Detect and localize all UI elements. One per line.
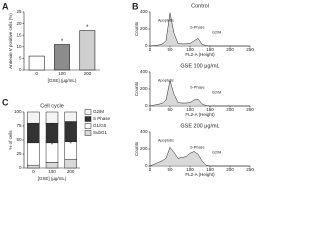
x-tick-label: 100 <box>48 169 56 174</box>
region-label: S-Phase <box>190 25 205 29</box>
x-tick-label: 50 <box>167 167 173 172</box>
y-tick-label: 10 <box>16 44 22 49</box>
x-axis-label: FL2-A (Height) <box>185 52 215 57</box>
x-tick-label: 200 <box>67 169 75 174</box>
y-tick-label: 200 <box>140 146 148 151</box>
chart-title: Control <box>191 3 209 9</box>
y-tick-label: 400 <box>140 129 148 134</box>
x-tick-label: 100 <box>58 71 66 76</box>
x-tick-label: 150 <box>206 167 214 172</box>
y-tick-label: 75 <box>16 123 22 128</box>
bar-segment <box>27 164 40 169</box>
bar-segment <box>64 111 77 122</box>
x-tick-label: 200 <box>84 71 92 76</box>
bar <box>28 55 45 71</box>
x-axis-label: FL2-A (Height) <box>185 112 215 117</box>
region-label: Apoptotic <box>158 19 174 23</box>
x-tick-label: 250 <box>246 107 254 112</box>
x-tick-label: 200 <box>226 107 234 112</box>
x-axis-label: [GSE] (μg/mL) <box>48 78 77 83</box>
region-label: Apoptotic <box>158 79 174 83</box>
y-tick-label: 200 <box>140 86 148 91</box>
y-tick-label: 400 <box>140 9 148 14</box>
histogram-line <box>149 12 250 47</box>
bar-segment <box>27 122 40 144</box>
bar-segment <box>27 142 40 166</box>
y-axis-label: Counts <box>134 81 139 96</box>
panel-letter: B <box>132 1 139 11</box>
bar <box>79 30 96 71</box>
x-tick-label: 0 <box>149 107 152 112</box>
y-axis-label: Counts <box>134 21 139 36</box>
x-tick-label: 100 <box>186 167 194 172</box>
x-tick-label: 0 <box>149 47 152 52</box>
chart-title: GSE 200 μg/mL <box>180 123 219 129</box>
y-tick-label: 400 <box>140 69 148 74</box>
legend-label: S Phase <box>93 116 111 121</box>
legend-label: SubG1 <box>93 130 108 135</box>
region-label: G2/M <box>212 90 221 94</box>
y-tick-label: 0 <box>145 103 148 108</box>
histogram-line <box>149 80 250 107</box>
y-tick-label: 100 <box>14 109 22 114</box>
chart-title: Cell cycle <box>40 103 64 109</box>
x-tick-label: 100 <box>186 47 194 52</box>
y-axis-label: Annexin V positive cells (%) <box>8 13 13 69</box>
y-tick-label: 25 <box>16 9 22 14</box>
bar-segment <box>27 111 40 124</box>
region-label: S-Phase <box>190 85 205 89</box>
legend-swatch <box>84 123 92 129</box>
region-label: S-Phase <box>190 145 205 149</box>
y-tick-label: 50 <box>16 137 22 142</box>
x-tick-label: 50 <box>167 107 173 112</box>
x-tick-label: 0 <box>35 71 38 76</box>
panel-letter: A <box>2 1 9 11</box>
x-tick-label: 150 <box>206 107 214 112</box>
y-tick-label: 25 <box>16 151 22 156</box>
annotation: * <box>51 123 53 129</box>
annotation: * <box>86 25 89 31</box>
x-tick-label: 200 <box>226 167 234 172</box>
x-tick-label: 0 <box>149 167 152 172</box>
y-tick-label: 0 <box>145 43 148 48</box>
y-tick-label: 15 <box>16 32 22 37</box>
y-axis-label: % of cells <box>8 130 13 150</box>
y-tick-label: 5 <box>19 56 22 61</box>
chart-title: GSE 100 μg/mL <box>180 63 219 69</box>
annotation: * <box>51 143 53 149</box>
x-tick-label: 150 <box>206 47 214 52</box>
y-tick-label: 200 <box>140 26 148 31</box>
x-tick-label: 50 <box>167 47 173 52</box>
x-axis-label: [GSE] (μg/mL) <box>38 176 67 181</box>
legend-swatch <box>84 116 92 122</box>
annotation: * <box>70 121 72 127</box>
panel-letter: C <box>2 97 9 107</box>
y-tick-label: 0 <box>145 163 148 168</box>
y-tick-label: 0 <box>19 67 22 72</box>
legend-swatch <box>84 130 92 136</box>
bar <box>54 44 70 71</box>
histogram-line <box>149 146 250 167</box>
y-tick-label: 0 <box>19 165 22 170</box>
legend-swatch <box>84 109 92 115</box>
bar-segment <box>64 159 77 169</box>
x-tick-label: 250 <box>246 167 254 172</box>
x-axis-label: FL2-A (Height) <box>185 172 215 177</box>
legend-label: G2/M <box>93 109 104 114</box>
region-label: G2/M <box>212 150 221 154</box>
region-label: G2/M <box>212 30 221 34</box>
annotation: * <box>70 142 72 148</box>
annotation: * <box>61 39 64 45</box>
y-axis-label: Counts <box>134 141 139 156</box>
x-tick-label: 250 <box>246 47 254 52</box>
x-tick-label: 200 <box>226 47 234 52</box>
bar-segment <box>45 162 59 169</box>
bar-segment <box>45 111 59 124</box>
legend-label: G1/G0 <box>93 123 107 128</box>
region-label: Apoptotic <box>158 139 174 143</box>
x-tick-label: 100 <box>186 107 194 112</box>
x-tick-label: 0 <box>32 169 35 174</box>
y-tick-label: 20 <box>16 21 22 26</box>
